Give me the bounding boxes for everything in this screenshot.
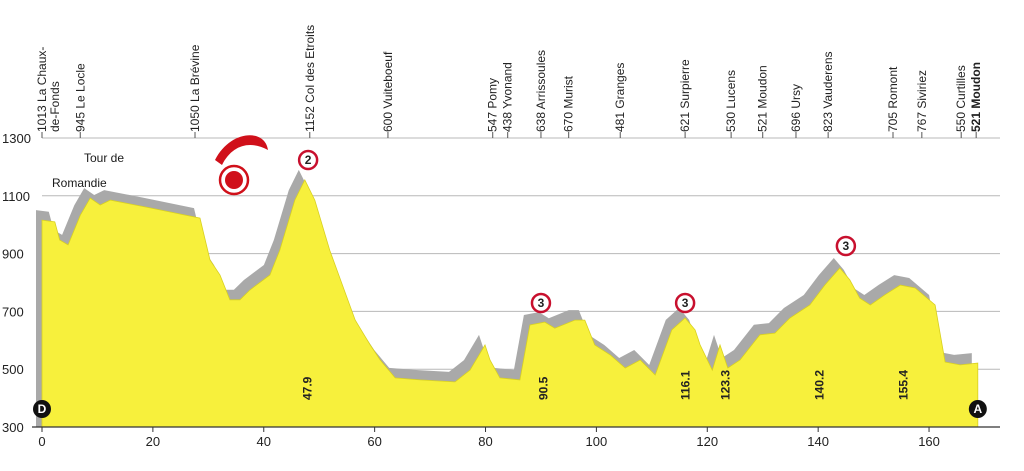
start-label: D	[38, 402, 47, 416]
place-label: 621 Surpierre	[678, 59, 692, 132]
x-tick-label: 80	[478, 434, 492, 449]
place-label: 638 Arrissoules	[534, 50, 548, 132]
logo-line: Tour de	[84, 151, 124, 165]
x-tick-label: 160	[918, 434, 940, 449]
x-tick-label: 120	[696, 434, 718, 449]
logo-cross	[225, 171, 243, 189]
finish-label: A	[973, 402, 982, 416]
km-label: 140.2	[812, 370, 826, 400]
climb-badge	[530, 292, 552, 314]
climb-badge	[674, 292, 696, 314]
place-label: 600 Vuiteboeuf	[381, 51, 395, 132]
x-tick-label: 100	[586, 434, 608, 449]
place-label: 1013 La Chaux-	[35, 47, 49, 132]
start-badge	[33, 400, 51, 418]
climb-category: 2	[305, 153, 312, 167]
finish-badge	[968, 400, 987, 418]
x-tick-label: 20	[146, 434, 160, 449]
place-label: 530 Lucens	[724, 70, 738, 132]
km-label: 47.9	[301, 376, 315, 400]
place-label: 481 Granges	[613, 63, 627, 132]
km-label: 123.3	[719, 370, 733, 400]
km-label: 90.5	[537, 376, 551, 400]
logo-line: Romandie	[52, 176, 107, 190]
y-tick-label: 300	[2, 420, 24, 435]
place-label: 823 Vauderens	[821, 51, 835, 132]
place-label: de-Fonds	[48, 81, 62, 132]
climb-category: 3	[843, 239, 850, 253]
place-label: 696 Ursy	[789, 84, 803, 132]
logo-swoosh	[215, 135, 268, 165]
logo-wheel	[218, 164, 250, 196]
km-label: 116.1	[679, 370, 693, 400]
place-label: 945 Le Locle	[73, 63, 87, 132]
climb-badge	[297, 149, 319, 171]
place-label: 550 Curtilles	[954, 65, 968, 132]
climb-badge	[835, 235, 857, 257]
logo: Tour de Romandie	[52, 135, 268, 196]
y-tick-label: 1100	[2, 189, 30, 204]
place-label: 547 Pomy	[486, 78, 500, 132]
y-tick-label: 1300	[2, 131, 31, 146]
place-label: 705 Romont	[886, 66, 900, 132]
elevation-profile	[41, 178, 979, 428]
place-label: 767 Siviriez	[915, 70, 929, 132]
x-tick-label: 140	[807, 434, 829, 449]
km-label: 155.4	[897, 370, 911, 400]
climb-category: 3	[538, 296, 545, 310]
place-label: 1050 La Brévine	[188, 44, 202, 132]
y-tick-label: 700	[2, 304, 24, 319]
x-tick-label: 60	[367, 434, 381, 449]
place-label: 521 Moudon	[969, 62, 983, 132]
place-label: 1152 Col des Etroits	[303, 25, 317, 132]
climb-category: 3	[682, 296, 689, 310]
place-label: 438 Yvonand	[501, 62, 515, 132]
x-tick-label: 40	[257, 434, 271, 449]
y-tick-label: 900	[2, 247, 24, 262]
x-tick-label: 0	[38, 434, 45, 449]
y-tick-label: 500	[2, 362, 24, 377]
place-label: 521 Moudon	[756, 65, 770, 132]
place-label: 670 Murist	[562, 75, 576, 132]
